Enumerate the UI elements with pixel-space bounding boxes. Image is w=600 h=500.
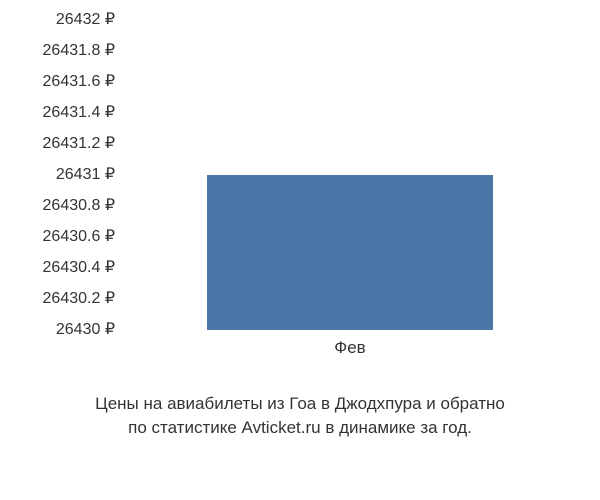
y-tick-label: 26431.6 ₽ [15, 74, 115, 90]
chart-caption: Цены на авиабилеты из Гоа в Джодхпура и … [0, 392, 600, 440]
y-tick-label: 26430.8 ₽ [15, 198, 115, 214]
y-tick-label: 26430.6 ₽ [15, 229, 115, 245]
y-tick-label: 26431.2 ₽ [15, 136, 115, 152]
y-tick-label: 26430.2 ₽ [15, 291, 115, 307]
caption-line2: по статистике Avticket.ru в динамике за … [128, 418, 472, 437]
x-tick-label: Фев [334, 338, 365, 358]
y-tick-label: 26431 ₽ [15, 167, 115, 183]
y-axis: 26432 ₽26431.8 ₽26431.6 ₽26431.4 ₽26431.… [15, 20, 115, 330]
y-tick-label: 26430 ₽ [15, 322, 115, 338]
bar [207, 175, 492, 330]
plot-area [120, 20, 580, 330]
y-tick-label: 26431.4 ₽ [15, 105, 115, 121]
y-tick-label: 26432 ₽ [15, 12, 115, 28]
caption-line1: Цены на авиабилеты из Гоа в Джодхпура и … [95, 394, 505, 413]
chart-container: 26432 ₽26431.8 ₽26431.6 ₽26431.4 ₽26431.… [15, 20, 585, 370]
y-tick-label: 26431.8 ₽ [15, 43, 115, 59]
y-tick-label: 26430.4 ₽ [15, 260, 115, 276]
